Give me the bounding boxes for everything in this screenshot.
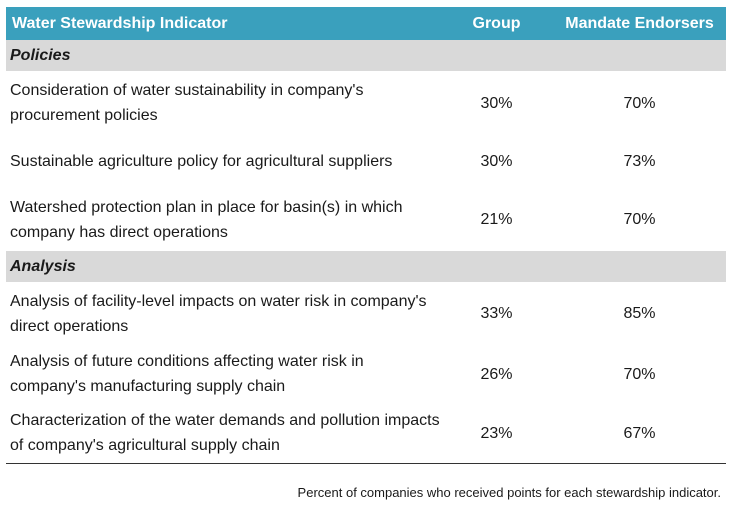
section-row-policies: Policies <box>6 40 726 71</box>
group-cell: 26% <box>480 365 513 383</box>
section-title: Policies <box>6 40 726 71</box>
table-row: Analysis of future conditions affecting … <box>6 345 726 403</box>
header-group: Group <box>440 7 553 40</box>
endorsers-cell: 70% <box>623 365 656 383</box>
stewardship-table-container: Water Stewardship Indicator Group Mandat… <box>6 7 726 464</box>
header-indicator: Water Stewardship Indicator <box>6 7 440 40</box>
endorsers-cell: 73% <box>623 153 656 170</box>
endorsers-cell: 70% <box>623 211 656 228</box>
endorsers-cell: 70% <box>623 94 656 112</box>
group-cell: 23% <box>440 403 553 464</box>
endorsers-cell: 85% <box>623 305 656 322</box>
footnote: Percent of companies who received points… <box>297 485 721 500</box>
section-row-analysis: Analysis <box>6 251 726 282</box>
table-row: Sustainable agriculture policy for agric… <box>6 135 726 188</box>
table-row: Characterization of the water demands an… <box>6 403 726 464</box>
table-row: Watershed protection plan in place for b… <box>6 188 726 251</box>
group-cell: 33% <box>480 305 513 322</box>
indicator-cell: Consideration of water sustainability in… <box>10 82 364 124</box>
endorsers-cell: 67% <box>553 403 726 464</box>
group-cell: 30% <box>480 153 513 170</box>
indicator-cell: Analysis of facility-level impacts on wa… <box>10 292 427 335</box>
table-header-row: Water Stewardship Indicator Group Mandat… <box>6 7 726 40</box>
group-cell: 21% <box>480 211 513 228</box>
indicator-cell: Characterization of the water demands an… <box>6 403 440 464</box>
indicator-cell: Analysis of future conditions affecting … <box>10 353 364 395</box>
table-row: Consideration of water sustainability in… <box>6 71 726 135</box>
table-row: Analysis of facility-level impacts on wa… <box>6 282 726 345</box>
indicator-cell: Watershed protection plan in place for b… <box>10 198 403 241</box>
stewardship-table: Water Stewardship Indicator Group Mandat… <box>6 7 726 464</box>
section-title: Analysis <box>6 251 726 282</box>
header-endorsers: Mandate Endorsers <box>553 7 726 40</box>
group-cell: 30% <box>480 94 513 112</box>
indicator-cell: Sustainable agriculture policy for agric… <box>10 153 393 170</box>
